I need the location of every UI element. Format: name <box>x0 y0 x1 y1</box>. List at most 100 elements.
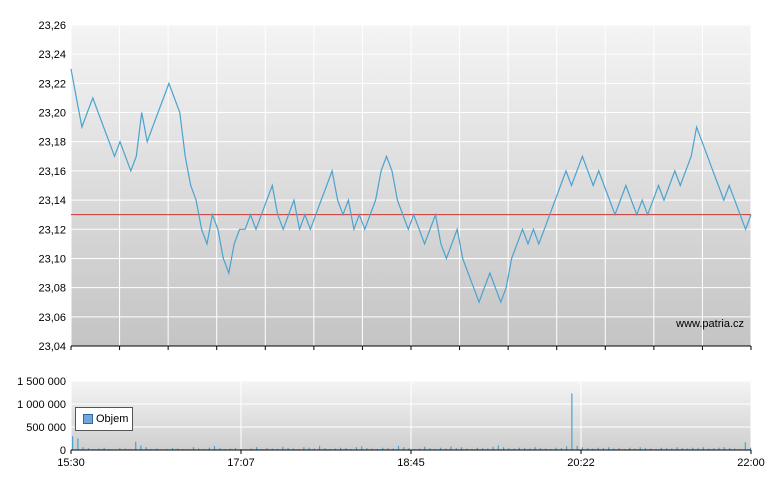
volume-bar <box>555 447 557 450</box>
price-y-axis: 23,26 23,24 23,22 23,20 23,18 23,16 23,14 23,12… <box>38 20 66 353</box>
x-tick-label: 15:30 <box>57 457 85 469</box>
volume-bar <box>613 448 615 450</box>
volume-bar <box>198 448 200 450</box>
volume-bar <box>566 446 568 450</box>
volume-bar <box>513 448 515 450</box>
volume-bar <box>308 447 310 450</box>
volume-bar <box>597 447 599 450</box>
x-tick-label: 22:00 <box>737 457 765 469</box>
volume-bar <box>140 445 142 450</box>
price-y-tick-label: 23,20 <box>38 108 66 120</box>
volume-bar <box>482 448 484 450</box>
volume-bar <box>608 447 610 450</box>
price-y-tick-label: 23,08 <box>38 283 66 295</box>
volume-bar <box>618 448 620 450</box>
volume-bar <box>429 448 431 450</box>
volume-bar <box>744 442 746 450</box>
volume-bar <box>750 447 752 450</box>
volume-bar <box>676 447 678 450</box>
volume-bar <box>492 446 494 450</box>
volume-bar <box>729 448 731 450</box>
volume-bar <box>702 447 704 450</box>
volume-bar <box>119 448 121 450</box>
price-y-tick-label: 23,18 <box>38 137 66 149</box>
volume-bar <box>371 448 373 450</box>
volume-bar <box>476 447 478 450</box>
volume-bar <box>466 448 468 450</box>
price-x-ticks <box>70 346 752 350</box>
volume-bar <box>734 448 736 450</box>
volume-bar <box>355 447 357 450</box>
volume-bar <box>387 448 389 450</box>
volume-bars <box>72 393 752 450</box>
volume-bar <box>366 448 368 450</box>
volume-bar <box>665 448 668 450</box>
price-y-tick-label: 23,12 <box>38 224 66 236</box>
volume-bar <box>487 448 489 450</box>
x-tick-label: 17:07 <box>227 457 255 469</box>
volume-bar <box>508 448 510 450</box>
volume-bar <box>460 447 463 450</box>
volume-y-tick-label: 500 000 <box>26 422 66 434</box>
volume-bar <box>313 448 315 450</box>
volume-bar <box>234 448 237 450</box>
volume-bar <box>681 448 683 450</box>
volume-bar <box>639 447 641 450</box>
volume-bar <box>581 447 583 450</box>
legend-label: Objem <box>96 413 129 425</box>
volume-bar <box>103 447 105 450</box>
volume-y-tick-label: 1 000 000 <box>17 399 66 411</box>
volume-bar <box>266 448 268 450</box>
volume-bar <box>292 448 294 450</box>
volume-bar <box>72 436 74 450</box>
price-y-tick-label: 23,06 <box>38 312 66 324</box>
volume-bar <box>671 448 673 450</box>
price-gridlines <box>70 24 752 347</box>
volume-bar <box>208 447 210 450</box>
volume-bar <box>450 446 452 450</box>
volume-bar <box>229 448 231 450</box>
volume-bar <box>602 448 604 450</box>
volume-bar <box>686 448 689 450</box>
volume-bar <box>156 448 158 450</box>
volume-bar <box>340 447 342 450</box>
volume-bar <box>708 448 710 450</box>
volume-bar <box>287 448 289 450</box>
volume-bar <box>539 448 541 450</box>
x-tick-label: 20:22 <box>567 457 595 469</box>
volume-bar <box>135 441 137 450</box>
volume-bar <box>439 447 442 450</box>
price-y-tick-label: 23,22 <box>38 78 66 90</box>
volume-bar <box>124 448 126 450</box>
volume-bar <box>455 448 457 450</box>
volume-bar <box>87 448 89 450</box>
volume-y-tick-label: 1 500 000 <box>17 376 66 388</box>
volume-bar <box>497 445 499 450</box>
volume-x-axis-ticks: 15:30 17:07 18:45 20:22 22:00 <box>57 450 765 469</box>
price-y-tick-label: 23,10 <box>38 253 66 265</box>
volume-bar <box>629 447 631 450</box>
volume-bar <box>503 447 505 450</box>
x-tick-label: 18:45 <box>397 457 425 469</box>
volume-bar <box>392 448 394 450</box>
volume-bar <box>324 448 326 450</box>
volume-bar <box>424 446 426 450</box>
volume-bar <box>692 447 694 450</box>
volume-bar <box>660 447 662 450</box>
volume-bar <box>397 445 400 450</box>
volume-bar <box>82 447 84 450</box>
volume-bar <box>560 448 562 450</box>
volume-bar <box>271 448 273 450</box>
volume-bar <box>576 445 578 450</box>
volume-bar <box>697 448 699 450</box>
volume-bar <box>382 447 384 450</box>
volume-bar <box>529 448 531 450</box>
volume-bar <box>718 447 720 450</box>
price-y-tick-label: 23,16 <box>38 166 66 178</box>
volume-bar <box>518 447 520 450</box>
price-y-tick-label: 23,26 <box>38 20 66 32</box>
legend-swatch <box>83 414 93 424</box>
volume-bar <box>256 447 258 450</box>
